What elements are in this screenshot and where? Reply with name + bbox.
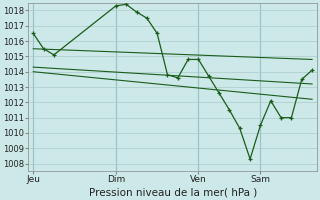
X-axis label: Pression niveau de la mer( hPa ): Pression niveau de la mer( hPa )	[89, 187, 257, 197]
